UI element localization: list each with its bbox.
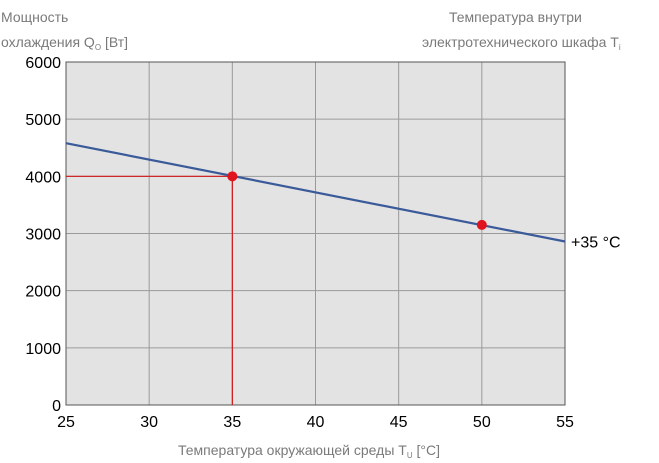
y-axis-title-line2: охлаждения QO [Вт] (1, 34, 128, 52)
y-tick-label: 1000 (25, 341, 61, 358)
x-axis-title-quantity: Температура окружающей среды T (178, 442, 407, 458)
x-tick-label: 35 (223, 414, 241, 431)
x-tick-label: 45 (390, 414, 408, 431)
plot-frame (65, 61, 566, 406)
series-title-quantity: электротехнического шкафа T (422, 34, 619, 50)
series-title-line2: электротехнического шкафа Ti (422, 34, 621, 52)
y-axis-title-quantity: охлаждения Q (1, 34, 95, 50)
y-axis-title-line1: Мощность (1, 9, 68, 25)
reference-lines (66, 175, 233, 405)
x-tick-label: 50 (473, 414, 491, 431)
x-axis-title-unit: [°C] (413, 442, 440, 458)
x-tick-label: 55 (556, 414, 574, 431)
data-points (227, 171, 487, 230)
y-tick-label: 2000 (25, 284, 61, 301)
series-title-subscript: i (619, 43, 621, 52)
x-tick-labels: 25 30 35 40 45 50 55 (57, 414, 574, 431)
x-axis-title: Температура окружающей среды TU [°C] (178, 442, 440, 460)
x-tick-label: 30 (140, 414, 158, 431)
y-tick-label: 4000 (25, 169, 61, 186)
data-point (227, 171, 238, 182)
x-tick-label: 25 (57, 414, 75, 431)
y-tick-label: 6000 (25, 55, 61, 72)
y-tick-label: 0 (52, 398, 61, 415)
y-tick-label: 3000 (25, 227, 61, 244)
data-point (476, 219, 487, 230)
y-axis-title-unit: [Вт] (101, 34, 128, 50)
y-tick-label: 5000 (25, 112, 61, 129)
series-label: +35 °C (571, 235, 621, 252)
series-title-line1: Температура внутри (449, 9, 582, 25)
y-tick-labels: 0 1000 2000 3000 4000 5000 6000 (25, 55, 61, 415)
y-axis-title-subscript: O (95, 43, 101, 52)
x-tick-label: 40 (307, 414, 325, 431)
x-axis-title-subscript: U (407, 451, 413, 460)
